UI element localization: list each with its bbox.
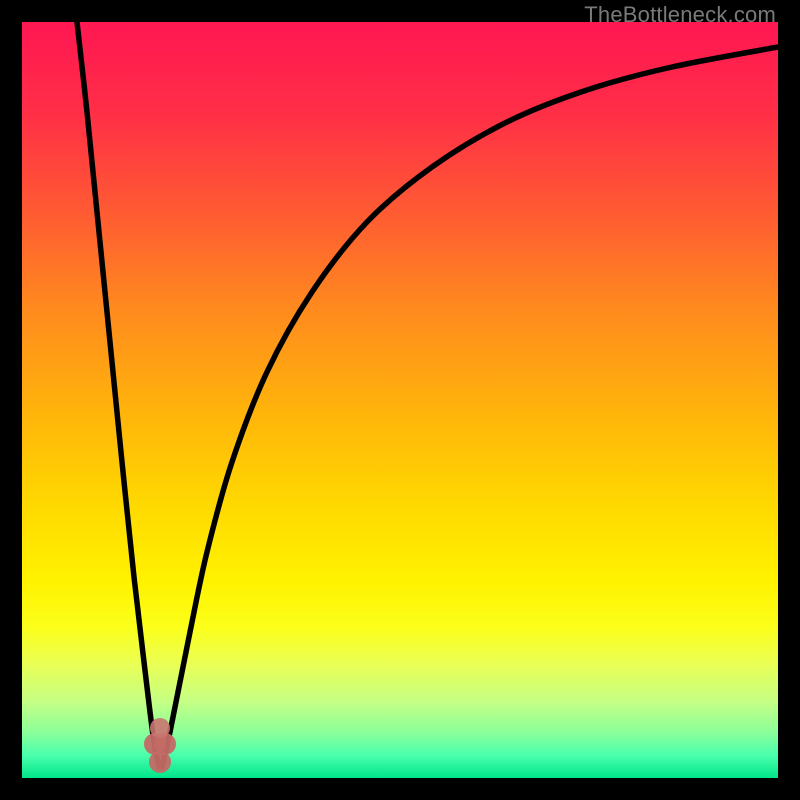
curve-layer (22, 22, 778, 778)
curve-left-branch (77, 22, 159, 767)
chart-container: TheBottleneck.com (0, 0, 800, 800)
data-marker (150, 718, 170, 738)
curve-right-branch (162, 47, 778, 767)
plot-area (22, 22, 778, 778)
